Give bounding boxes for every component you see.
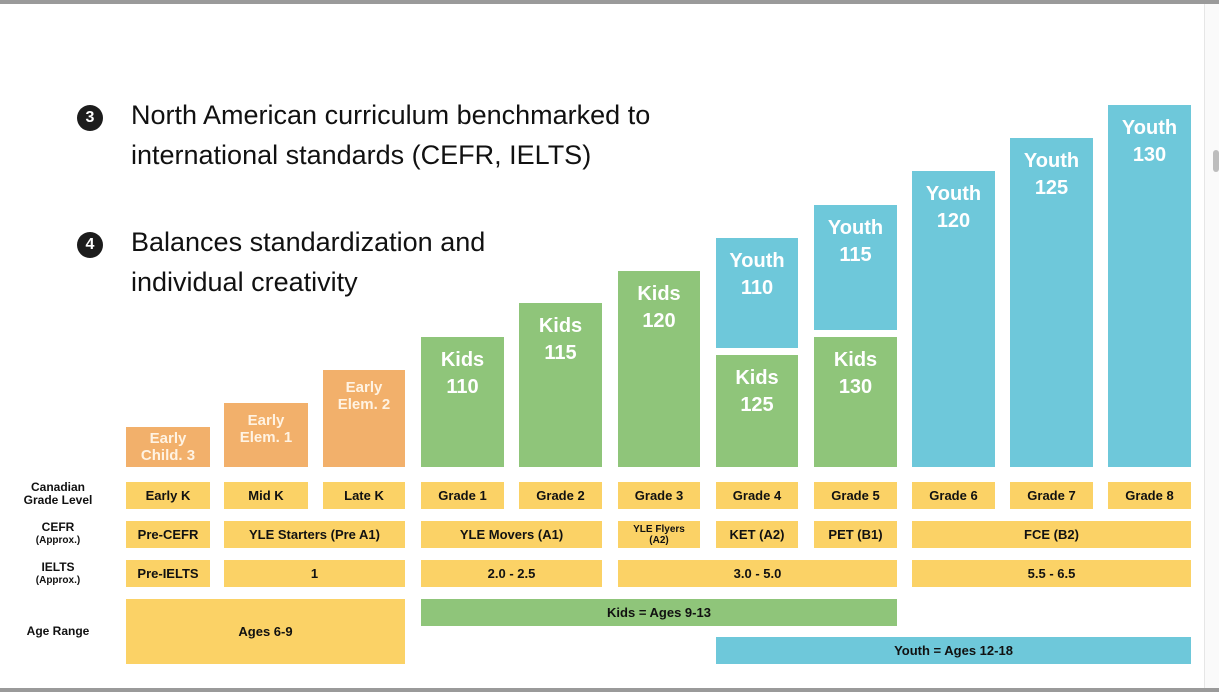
row-label-ielts: IELTS (Approx.) <box>16 561 100 587</box>
cefr-cell: PET (B1) <box>814 521 897 548</box>
row-label-line: IELTS <box>41 560 75 574</box>
age-band-youth: Youth = Ages 12-18 <box>716 637 1191 664</box>
grade-cell: Grade 3 <box>618 482 700 509</box>
grade-cell: Mid K <box>224 482 308 509</box>
level-label: Youth 125 <box>1023 150 1080 199</box>
bottom-border <box>0 688 1219 692</box>
level-bar-early-elem-2: Early Elem. 2 <box>323 370 405 467</box>
ielts-cell: 5.5 - 6.5 <box>912 560 1191 587</box>
row-label-line: Grade Level <box>23 493 93 507</box>
row-label-line: CEFR <box>41 520 75 534</box>
ielts-cell: 1 <box>224 560 405 587</box>
ielts-cell: 2.0 - 2.5 <box>421 560 602 587</box>
grade-cell: Grade 5 <box>814 482 897 509</box>
row-label-line: Canadian <box>30 480 85 494</box>
grade-cell: Grade 8 <box>1108 482 1191 509</box>
row-label-line: (Approx.) <box>35 535 81 546</box>
age-band-kids: Kids = Ages 9-13 <box>421 599 897 626</box>
bullet-number: 4 <box>77 232 103 258</box>
level-label: Kids 130 <box>833 349 878 398</box>
level-label: Youth 115 <box>827 217 884 266</box>
level-bar-youth-110: Youth 110 <box>716 238 798 348</box>
bullet-text: Balances standardization and individual … <box>131 227 486 297</box>
bullet-text: North American curriculum benchmarked to… <box>131 100 651 170</box>
cefr-cell: YLE Movers (A1) <box>421 521 602 548</box>
grade-cell: Grade 2 <box>519 482 602 509</box>
level-label: Youth 110 <box>729 250 785 299</box>
level-label: Early Elem. 2 <box>337 379 391 413</box>
grade-cell: Late K <box>323 482 405 509</box>
level-label: Kids 115 <box>538 315 583 364</box>
level-label: Early Child. 3 <box>140 430 196 464</box>
grade-cell: Grade 6 <box>912 482 995 509</box>
top-border <box>0 0 1219 4</box>
cefr-cell: YLE Flyers (A2) <box>618 521 700 548</box>
level-label: Youth 120 <box>925 183 982 232</box>
level-bar-kids-115: Kids 115 <box>519 303 602 467</box>
level-label: Early Elem. 1 <box>239 412 293 446</box>
cefr-cell: KET (A2) <box>716 521 798 548</box>
row-label-cefr: CEFR (Approx.) <box>16 521 100 547</box>
grade-cell: Grade 7 <box>1010 482 1093 509</box>
level-bar-youth-125: Youth 125 <box>1010 138 1093 467</box>
level-label: Kids 120 <box>637 283 681 332</box>
level-bar-youth-120: Youth 120 <box>912 171 995 467</box>
level-bar-kids-110: Kids 110 <box>421 337 504 467</box>
cefr-cell: FCE (B2) <box>912 521 1191 548</box>
ielts-cell: Pre-IELTS <box>126 560 210 587</box>
row-label-line: Age Range <box>26 624 90 638</box>
level-label: Kids 110 <box>440 349 485 398</box>
level-label: Youth 130 <box>1121 117 1178 166</box>
grade-cell: Early K <box>126 482 210 509</box>
ielts-cell: 3.0 - 5.0 <box>618 560 897 587</box>
row-label-line: (Approx.) <box>35 575 81 586</box>
cefr-cell: YLE Starters (Pre A1) <box>224 521 405 548</box>
grade-cell: Grade 4 <box>716 482 798 509</box>
age-band-early: Ages 6-9 <box>126 599 405 664</box>
row-label-age: Age Range <box>16 625 100 638</box>
level-label: Kids 125 <box>735 367 779 416</box>
grade-cell: Grade 1 <box>421 482 504 509</box>
level-bar-early-child-3: Early Child. 3 <box>126 427 210 467</box>
row-label-grade: Canadian Grade Level <box>16 481 100 507</box>
level-bar-kids-125: Kids 125 <box>716 355 798 467</box>
level-bar-youth-130: Youth 130 <box>1108 105 1191 467</box>
scrollbar[interactable] <box>1204 4 1219 688</box>
cefr-cell: Pre-CEFR <box>126 521 210 548</box>
level-bar-youth-115: Youth 115 <box>814 205 897 330</box>
bullet-number: 3 <box>77 105 103 131</box>
level-bar-early-elem-1: Early Elem. 1 <box>224 403 308 467</box>
scrollbar-thumb[interactable] <box>1213 150 1219 172</box>
level-bar-kids-120: Kids 120 <box>618 271 700 467</box>
level-bar-kids-130: Kids 130 <box>814 337 897 467</box>
